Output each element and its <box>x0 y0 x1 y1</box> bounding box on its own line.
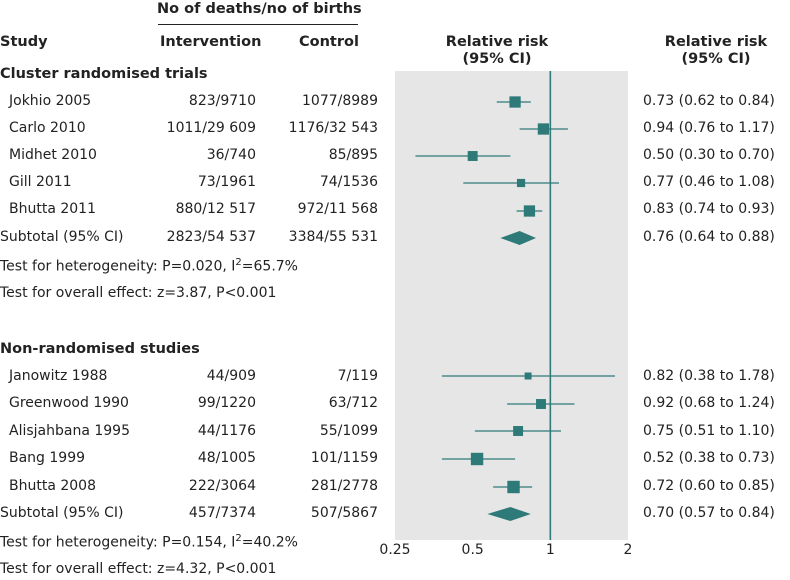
x-tick-label: 2 <box>624 542 633 558</box>
section-title-cluster: Cluster randomised trials <box>0 66 208 82</box>
plot-panel <box>395 71 628 540</box>
rr-value: 0.73 (0.62 to 0.84) <box>643 93 775 109</box>
pooled-diamond <box>500 231 537 245</box>
control-value: 281/2778 <box>310 478 378 494</box>
rr-value: 0.50 (0.30 to 0.70) <box>643 147 775 163</box>
intervention-value: 880/12 517 <box>175 201 256 217</box>
effect-marker <box>470 452 484 466</box>
subtotal-rr-value: 0.76 (0.64 to 0.88) <box>643 229 775 245</box>
control-value: 63/712 <box>328 395 378 411</box>
study-column-header: Study <box>0 34 48 50</box>
effect-marker <box>537 123 550 135</box>
intervention-value: 99/1220 <box>197 395 256 411</box>
heterogeneity-test: Test for heterogeneity: P=0.154, I2=40.2… <box>0 533 298 551</box>
subtotal-intervention: 2823/54 537 <box>166 229 256 245</box>
overall-effect-test: Test for overall effect: z=3.87, P<0.001 <box>0 285 277 301</box>
study-name: Bang 1999 <box>9 450 86 466</box>
deaths-births-group-label: No of deaths/no of births <box>157 1 362 17</box>
overall-effect-test: Test for overall effect: z=4.32, P<0.001 <box>0 561 277 577</box>
intervention-value: 36/740 <box>206 147 256 163</box>
plot-rr-header-line2: (95% CI) <box>462 51 532 67</box>
intervention-value: 44/1176 <box>197 423 256 439</box>
control-value: 55/1099 <box>319 423 378 439</box>
intervention-value: 1011/29 609 <box>166 120 256 136</box>
pooled-diamond <box>487 507 531 521</box>
text-rr-header-line1: Relative risk <box>664 34 768 50</box>
study-name: Janowitz 1988 <box>9 368 108 384</box>
effect-marker <box>467 151 478 161</box>
subtotal-control: 3384/55 531 <box>288 229 378 245</box>
subtotal-control: 507/5867 <box>310 505 378 521</box>
header-divider <box>158 24 358 25</box>
rr-value: 0.83 (0.74 to 0.93) <box>643 201 775 217</box>
intervention-value: 73/1961 <box>197 174 256 190</box>
intervention-value: 222/3064 <box>188 478 256 494</box>
subtotal-label: Subtotal (95% CI) <box>0 229 124 245</box>
study-name: Jokhio 2005 <box>9 93 92 109</box>
intervention-value: 44/909 <box>206 368 256 384</box>
x-tick-label: 0.5 <box>462 542 484 558</box>
subtotal-intervention: 457/7374 <box>188 505 256 521</box>
intervention-value: 48/1005 <box>197 450 256 466</box>
control-value: 1176/32 543 <box>288 120 378 136</box>
control-value: 74/1536 <box>319 174 378 190</box>
rr-value: 0.75 (0.51 to 1.10) <box>643 423 775 439</box>
control-column-header: Control <box>299 34 359 50</box>
control-value: 85/895 <box>328 147 378 163</box>
intervention-value: 823/9710 <box>188 93 256 109</box>
effect-marker <box>516 178 526 188</box>
rr-value: 0.77 (0.46 to 1.08) <box>643 174 775 190</box>
study-name: Carlo 2010 <box>9 120 86 136</box>
study-name: Gill 2011 <box>9 174 72 190</box>
rr-value: 0.92 (0.68 to 1.24) <box>643 395 775 411</box>
control-value: 101/1159 <box>310 450 378 466</box>
study-name: Bhutta 2008 <box>9 478 96 494</box>
subtotal-rr-value: 0.70 (0.57 to 0.84) <box>643 505 775 521</box>
intervention-column-header: Intervention <box>160 34 262 50</box>
plot-rr-header-line1: Relative risk <box>445 34 549 50</box>
subtotal-label: Subtotal (95% CI) <box>0 505 124 521</box>
rr-value: 0.72 (0.60 to 0.85) <box>643 478 775 494</box>
control-value: 1077/8989 <box>302 93 378 109</box>
effect-marker <box>536 399 546 409</box>
study-name: Midhet 2010 <box>9 147 97 163</box>
x-tick-label: 1 <box>546 542 555 558</box>
section-title-non-randomised: Non-randomised studies <box>0 341 200 357</box>
control-value: 972/11 568 <box>297 201 378 217</box>
control-value: 7/119 <box>337 368 378 384</box>
rr-value: 0.82 (0.38 to 1.78) <box>643 368 775 384</box>
effect-marker <box>507 480 520 494</box>
text-rr-header-line2: (95% CI) <box>681 51 751 67</box>
study-name: Greenwood 1990 <box>9 395 129 411</box>
study-name: Bhutta 2011 <box>9 201 96 217</box>
effect-marker <box>523 205 536 217</box>
rr-value: 0.94 (0.76 to 1.17) <box>643 120 775 136</box>
effect-marker <box>513 426 524 436</box>
rr-value: 0.52 (0.38 to 0.73) <box>643 450 775 466</box>
study-name: Alisjahbana 1995 <box>9 423 130 439</box>
effect-marker <box>524 372 532 380</box>
effect-marker <box>509 96 521 108</box>
heterogeneity-test: Test for heterogeneity: P=0.020, I2=65.7… <box>0 257 298 275</box>
x-tick-label: 0.25 <box>379 542 410 558</box>
